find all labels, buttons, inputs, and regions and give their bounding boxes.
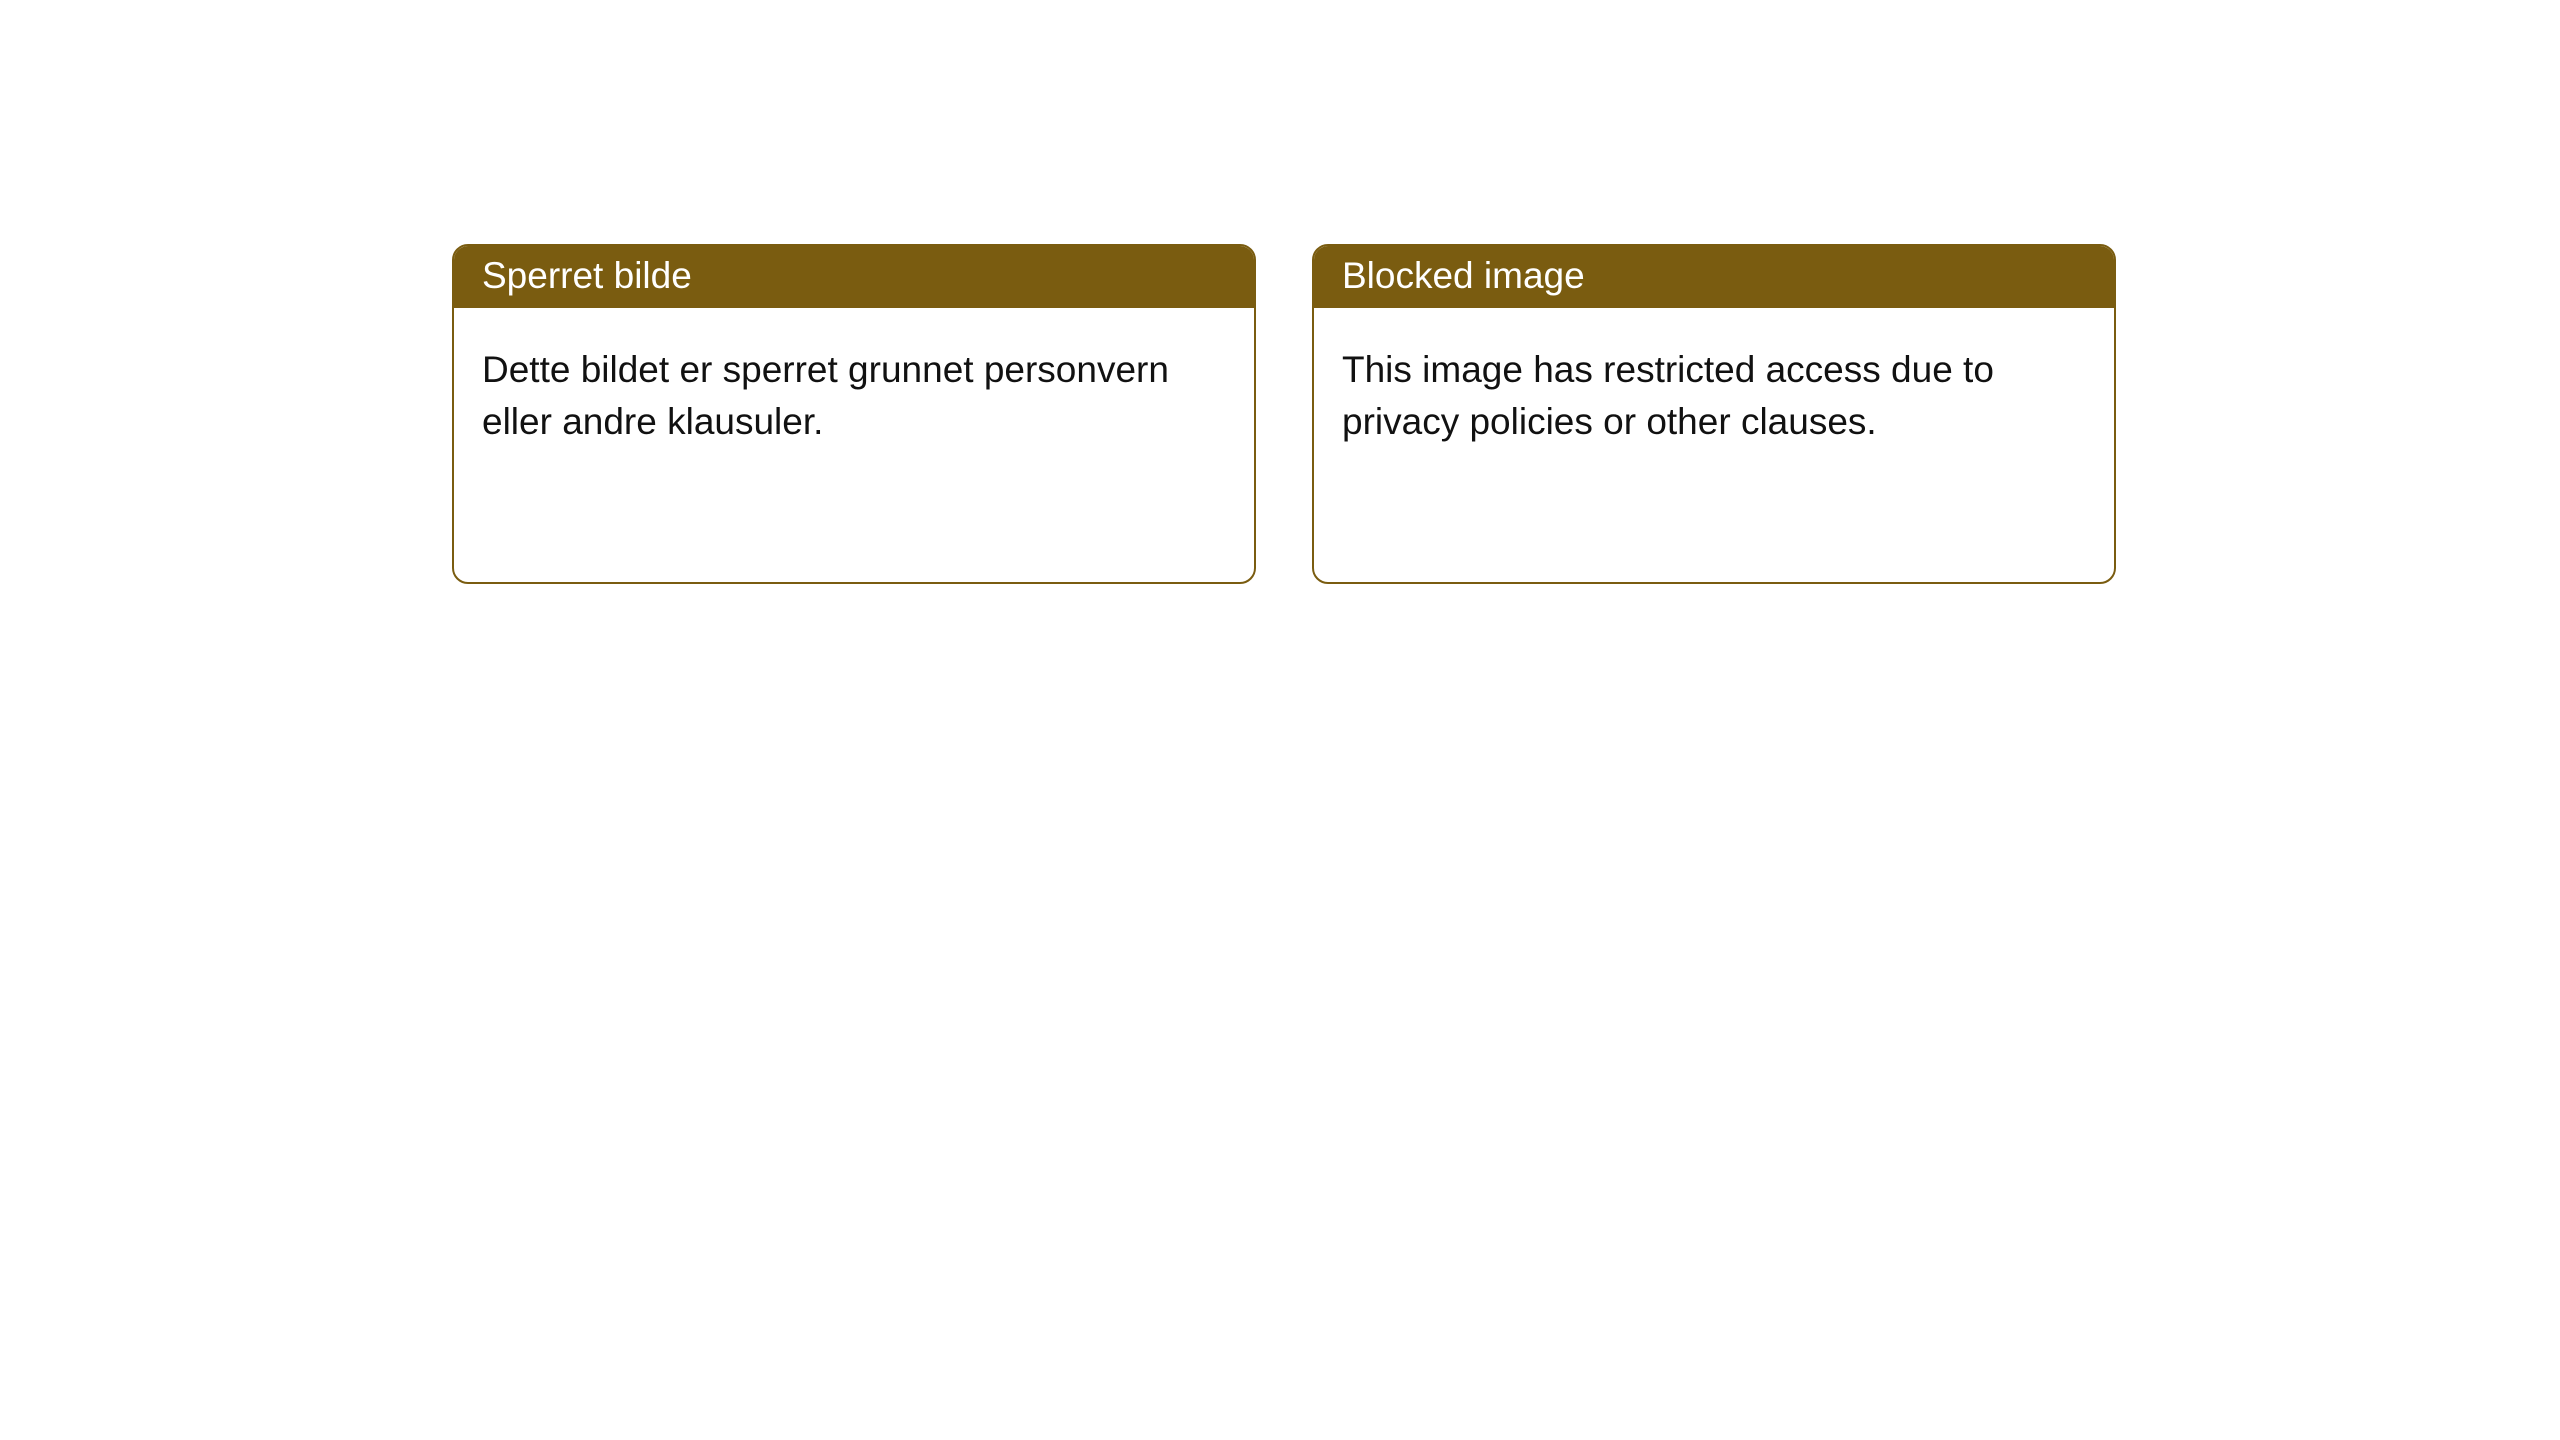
notice-body-norwegian: Dette bildet er sperret grunnet personve… bbox=[454, 308, 1254, 582]
notice-title-english: Blocked image bbox=[1314, 246, 2114, 308]
notice-body-english: This image has restricted access due to … bbox=[1314, 308, 2114, 582]
notice-title-norwegian: Sperret bilde bbox=[454, 246, 1254, 308]
notice-card-norwegian: Sperret bilde Dette bildet er sperret gr… bbox=[452, 244, 1256, 584]
notice-card-english: Blocked image This image has restricted … bbox=[1312, 244, 2116, 584]
notice-container: Sperret bilde Dette bildet er sperret gr… bbox=[452, 244, 2116, 584]
